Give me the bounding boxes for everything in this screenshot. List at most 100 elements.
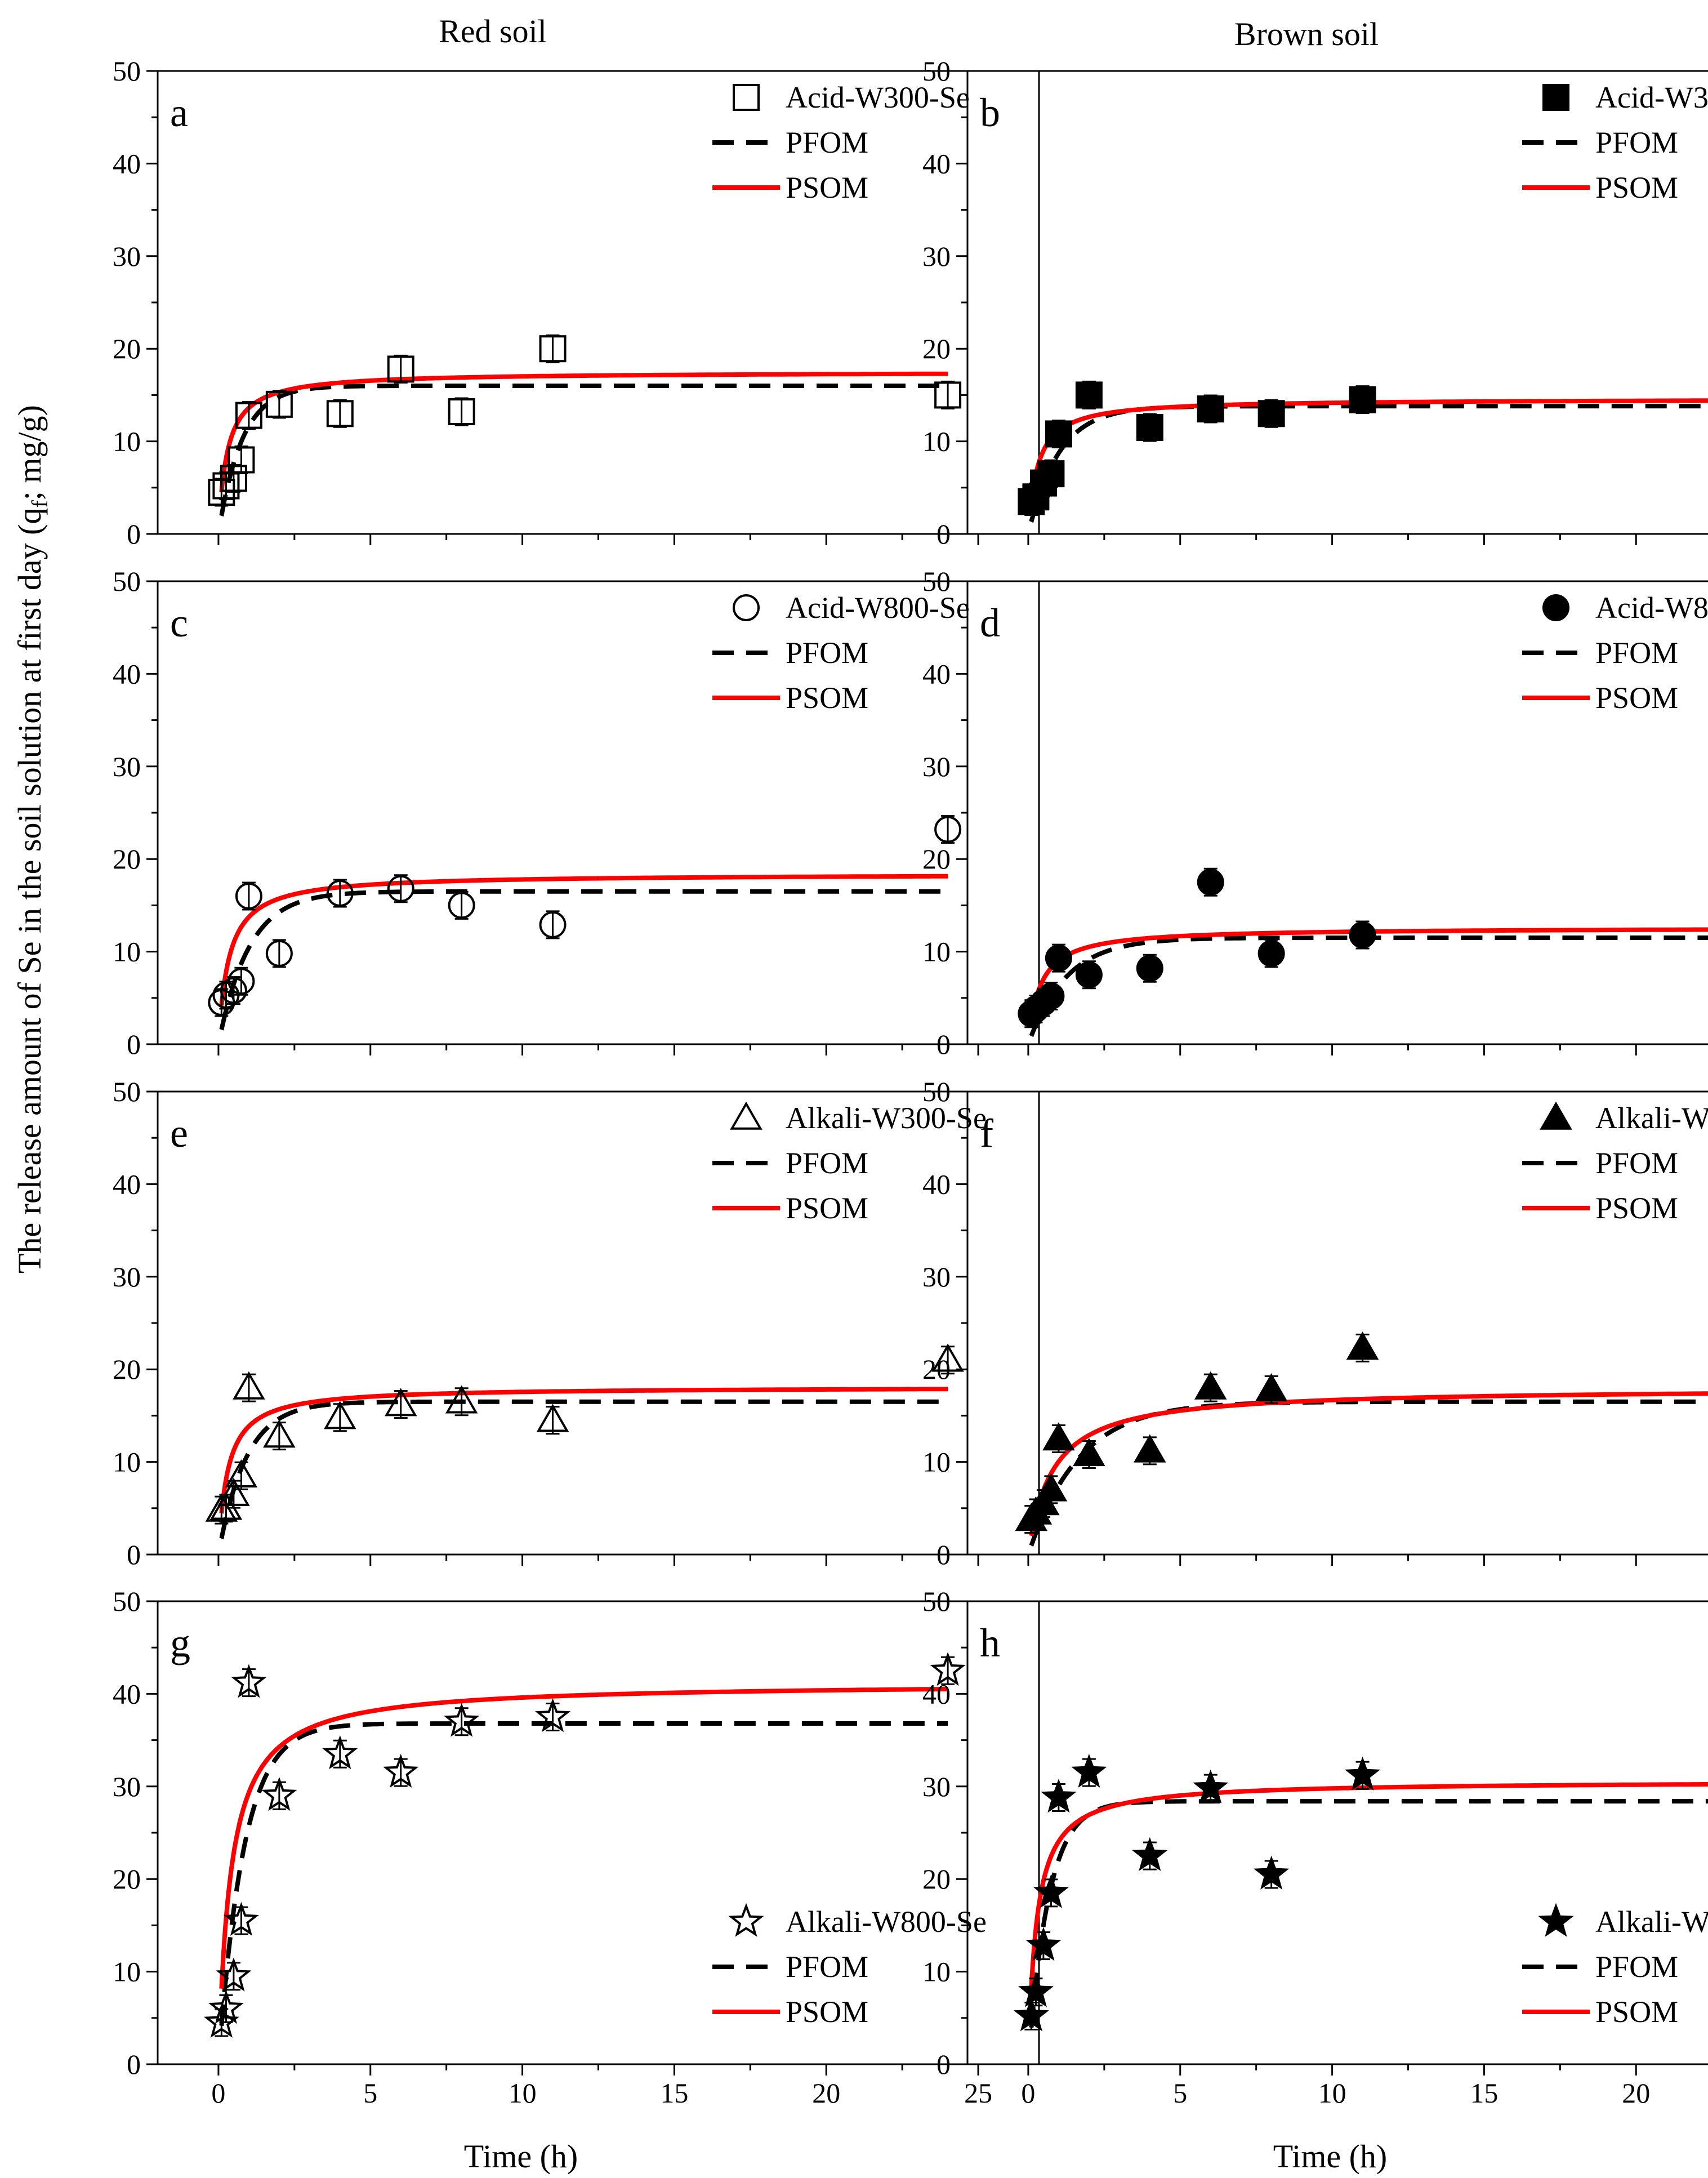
data-point (1349, 921, 1376, 949)
y-tick-label: 20 (113, 1353, 141, 1385)
plot-frame (157, 1600, 1040, 2065)
legend-label-pfom: PFOM (786, 1146, 868, 1180)
x-axis-label-right: Time (h) (1273, 2138, 1388, 2175)
data-point (220, 465, 247, 492)
legend-label-pfom: PFOM (786, 636, 868, 670)
legend-label-psom: PSOM (786, 681, 868, 715)
y-tick-label: 50 (922, 1076, 951, 1107)
data-point (1346, 1331, 1379, 1360)
legend-marker (1540, 1101, 1572, 1130)
data-point (1132, 1837, 1168, 1871)
y-axis-label: The release amount of Se in the soil sol… (11, 405, 52, 1273)
data-point (539, 911, 567, 938)
legend-label-pfom: PFOM (1595, 1950, 1678, 1984)
legend-marker (733, 84, 760, 111)
data-point (1037, 982, 1065, 1010)
y-tick-label: 10 (922, 936, 951, 968)
data-point (233, 1371, 265, 1400)
y-tick-label: 30 (113, 751, 141, 782)
data-point (1257, 939, 1285, 967)
data-point (445, 1385, 478, 1414)
y-tick-label: 30 (922, 1771, 951, 1802)
y-tick-label: 30 (113, 1261, 141, 1293)
data-point (1025, 1927, 1062, 1961)
data-point (1018, 1973, 1054, 2007)
pfom-fit-line (219, 1399, 948, 1539)
y-tick-label: 40 (922, 658, 951, 689)
pfom-fit-line (1029, 935, 1708, 1037)
panel-letter: h (980, 1620, 1000, 1665)
data-point (1344, 1756, 1381, 1790)
data-point (931, 1343, 964, 1372)
y-tick-label: 40 (113, 1678, 141, 1709)
data-point (1349, 386, 1376, 413)
legend-marker (1542, 594, 1569, 621)
data-point (1197, 868, 1224, 896)
data-point (235, 882, 262, 910)
y-tick-label: 0 (936, 1028, 951, 1060)
psom-fit-line (219, 1387, 948, 1514)
data-point (534, 1698, 571, 1732)
data-point (1136, 413, 1163, 441)
data-point (1073, 1438, 1105, 1467)
data-point (212, 472, 240, 500)
y-tick-label: 10 (922, 1956, 951, 1988)
data-point (216, 1957, 252, 1992)
data-point (220, 977, 247, 1004)
legend-label-psom: PSOM (1595, 1191, 1678, 1225)
y-tick-label: 40 (113, 148, 141, 179)
data-point (231, 1664, 267, 1698)
data-point (448, 398, 475, 425)
panel-b: 0 10 20 30 40 50 b Acid-W300-Se PFOM PSOM (922, 55, 1708, 550)
y-tick-label: 10 (113, 936, 141, 968)
data-point (1037, 460, 1065, 488)
data-point (387, 875, 414, 902)
data-point (1136, 955, 1163, 982)
data-point (387, 355, 414, 383)
psom-fit-line (219, 1686, 948, 1989)
y-tick-label: 20 (922, 333, 951, 364)
data-point (326, 880, 354, 907)
data-point (235, 402, 262, 429)
data-point (1257, 400, 1285, 427)
data-point (930, 1652, 966, 1686)
y-tick-label: 40 (922, 148, 951, 179)
legend-label-series: Acid-W300-Se (1595, 81, 1708, 114)
data-point (1075, 381, 1103, 409)
panel-letter: d (980, 600, 1000, 645)
y-tick-label: 40 (922, 1678, 951, 1709)
plot-frame (157, 70, 1040, 535)
data-point (383, 1753, 419, 1788)
y-tick-label: 40 (113, 1168, 141, 1200)
x-tick-label: 5 (363, 2077, 377, 2109)
x-tick-label: 10 (1318, 2077, 1346, 2109)
data-point (265, 939, 293, 967)
data-point (1134, 1434, 1166, 1463)
y-tick-label: 50 (922, 1585, 951, 1617)
legend-marker (733, 594, 760, 621)
y-tick-label: 0 (936, 518, 951, 550)
x-tick-label: 10 (509, 2077, 537, 2109)
data-point (228, 446, 255, 474)
legend-marker (728, 1903, 764, 1937)
x-tick-label: 15 (660, 2077, 688, 2109)
legend-label-series: Acid-W800-Se (1595, 591, 1708, 625)
y-tick-label: 50 (113, 1076, 141, 1107)
y-tick-label: 20 (922, 1863, 951, 1895)
panel-letter: c (170, 600, 188, 645)
legend-label-pfom: PFOM (786, 1950, 868, 1984)
legend-label-series: Acid-W800-Se (786, 591, 970, 625)
y-tick-label: 0 (127, 518, 141, 550)
data-point (536, 1404, 569, 1432)
legend-label-series: Alkali-W300-Se (786, 1101, 987, 1135)
y-tick-label: 30 (113, 1771, 141, 1802)
data-point (326, 400, 354, 427)
legend-marker (730, 1101, 762, 1130)
panel-letter: f (980, 1111, 993, 1156)
y-tick-label: 0 (936, 1539, 951, 1570)
y-tick-label: 30 (113, 240, 141, 272)
pfom-fit-line (219, 1721, 948, 2026)
data-point (1013, 1997, 1049, 2032)
legend-label-pfom: PFOM (1595, 1146, 1678, 1180)
